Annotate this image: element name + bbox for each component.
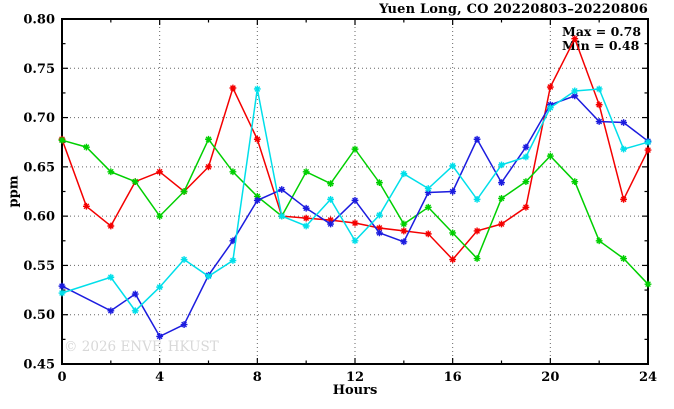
max-value-label: Max = 0.78	[562, 24, 642, 39]
svg-text:0.50: 0.50	[23, 308, 55, 323]
series-cyan-line	[61, 88, 649, 312]
series-green-markers	[58, 135, 652, 288]
svg-text:20: 20	[541, 370, 559, 385]
svg-text:0: 0	[57, 370, 66, 385]
svg-text:4: 4	[155, 370, 164, 385]
min-value-label: Min = 0.48	[562, 38, 640, 53]
watermark: © 2026 ENVF, HKUST	[64, 339, 219, 355]
svg-text:8: 8	[253, 370, 262, 385]
svg-text:0.55: 0.55	[23, 259, 55, 274]
svg-text:0.70: 0.70	[23, 111, 55, 126]
svg-text:0.80: 0.80	[23, 13, 55, 28]
svg-text:12: 12	[346, 370, 364, 385]
svg-text:24: 24	[639, 370, 657, 385]
x-axis-label: Hours	[332, 383, 378, 398]
chart-title: Yuen Long, CO 20220803–20220806	[379, 2, 648, 17]
series-cyan-markers	[58, 85, 652, 315]
stats-annotation: Max = 0.78 Min = 0.48	[562, 25, 641, 53]
svg-text:0.60: 0.60	[23, 210, 55, 225]
svg-text:0.45: 0.45	[23, 358, 55, 373]
svg-text:16: 16	[444, 370, 462, 385]
svg-text:0.75: 0.75	[23, 62, 55, 77]
series-blue-line	[61, 95, 649, 338]
svg-text:0.65: 0.65	[23, 160, 55, 175]
